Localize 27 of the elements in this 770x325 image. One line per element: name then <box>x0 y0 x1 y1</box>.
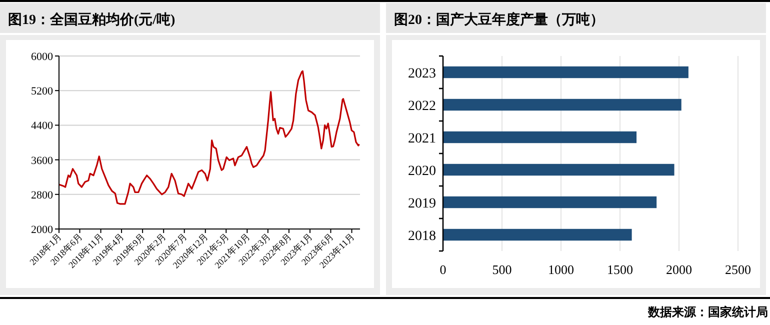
bar <box>443 164 674 176</box>
x-tick-label: 0 <box>440 262 446 277</box>
y-tick-label: 2800 <box>31 189 54 202</box>
x-tick-label: 2000 <box>666 262 692 277</box>
bar <box>443 66 688 78</box>
bar <box>443 228 632 241</box>
y-tick-label: 4400 <box>31 120 54 132</box>
x-tick-label: 1500 <box>607 262 633 277</box>
x-tick-label: 1000 <box>548 262 574 277</box>
x-tick-label: 500 <box>492 262 512 277</box>
line-series <box>58 70 360 205</box>
y-tick-label: 2022 <box>408 98 436 114</box>
y-tick-label: 3600 <box>31 154 54 167</box>
y-tick-label: 2020 <box>408 164 436 179</box>
y-tick-label: 2018 <box>408 228 436 244</box>
x-tick-label: 2500 <box>725 262 751 277</box>
bar <box>443 98 682 111</box>
y-tick-label: 2023 <box>408 66 436 82</box>
bar <box>443 131 637 144</box>
y-tick-label: 2019 <box>408 196 436 212</box>
y-tick-label: 2021 <box>408 131 436 146</box>
bar <box>443 196 657 208</box>
y-tick-label: 6000 <box>31 51 54 63</box>
chart-title: 图20：国产大豆年度产量（万吨） <box>394 11 604 28</box>
y-tick-label: 5200 <box>31 86 54 98</box>
source-note: 数据来源：国家统计局 <box>647 305 768 319</box>
chart-title: 图19：全国豆粕均价(元/吨) <box>8 12 176 28</box>
